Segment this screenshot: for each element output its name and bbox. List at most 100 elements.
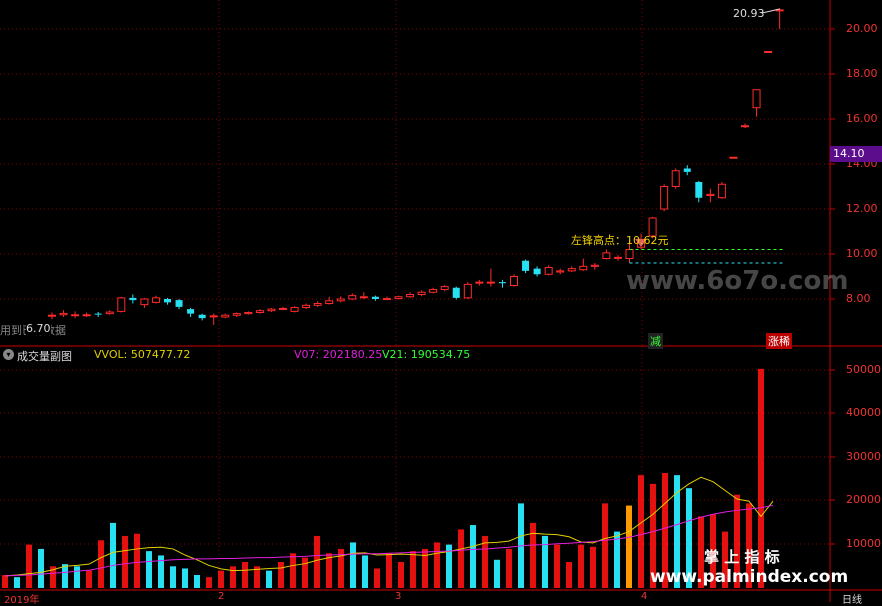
- current-price-tag: 14.10: [830, 146, 882, 162]
- peak-marker-icon: [635, 239, 648, 248]
- volume-bar: [362, 555, 368, 588]
- volume-bar: [626, 505, 632, 588]
- candle-body: [775, 9, 784, 12]
- volume-bar: [746, 503, 752, 588]
- candle-body: [498, 282, 506, 284]
- volume-bar: [374, 568, 380, 588]
- volume-bar: [554, 544, 560, 588]
- volume-bar: [146, 551, 152, 588]
- candle-body: [325, 300, 334, 304]
- candle-body: [406, 294, 415, 298]
- watermark-brand: 掌 上 指 标: [704, 548, 780, 566]
- volume-bar: [14, 577, 20, 588]
- volume-bar: [566, 561, 572, 588]
- candle-body: [660, 186, 669, 210]
- candle-body: [82, 314, 91, 317]
- candle-body: [683, 168, 691, 172]
- candle-body: [221, 314, 230, 318]
- volume-bar: [194, 574, 200, 588]
- volume-bar: [482, 535, 488, 588]
- chevron-down-icon[interactable]: ▾: [3, 349, 14, 360]
- volume-bar: [386, 553, 392, 588]
- candle-body: [336, 298, 345, 302]
- price-tick: 8.00: [846, 292, 871, 305]
- reduce-badge: 减: [648, 333, 663, 349]
- volume-bar: [314, 535, 320, 588]
- volume-bar: [734, 494, 740, 588]
- candle-body: [348, 295, 357, 300]
- candle-body: [290, 307, 299, 312]
- candles: [48, 8, 784, 325]
- candle-body: [475, 281, 484, 284]
- candle-body: [117, 297, 126, 312]
- candle-body: [209, 315, 218, 318]
- candle-body: [625, 249, 634, 259]
- candle-body: [522, 260, 530, 271]
- volume-bar: [50, 566, 56, 588]
- volume-bar: [170, 566, 176, 588]
- volume-bar: [242, 561, 248, 588]
- volume-tick: 30000: [846, 450, 881, 463]
- volume-bar: [458, 529, 464, 588]
- volume-bar: [758, 368, 764, 588]
- volume-bar: [338, 548, 344, 588]
- indicator-name[interactable]: 成交量副图: [17, 350, 72, 363]
- volume-bar: [542, 535, 548, 588]
- volume-tick: 50000: [846, 363, 881, 376]
- candle-body: [244, 312, 253, 315]
- candle-body: [313, 303, 322, 306]
- candle-body: [129, 297, 137, 301]
- candle-body: [302, 304, 311, 309]
- volume-bar: [506, 548, 512, 588]
- v07-line: [4, 476, 774, 577]
- grid: [0, 0, 830, 590]
- candle-body: [429, 289, 438, 293]
- candle-body: [556, 270, 565, 273]
- v21-line: [4, 504, 774, 577]
- volume-bar: [638, 475, 644, 588]
- volume-bar: [38, 548, 44, 588]
- v07-value: V07: 202180.25: [294, 348, 383, 361]
- vvol-value: VVOL: 507477.72: [94, 348, 191, 361]
- volume-bar: [446, 544, 452, 588]
- volume-tick: 10000: [846, 537, 881, 550]
- candle-body: [151, 297, 160, 303]
- candle-body: [105, 311, 114, 315]
- candle-body: [198, 314, 206, 319]
- date-label: 4: [641, 591, 648, 602]
- volume-bar: [218, 570, 224, 588]
- volume-bar: [326, 553, 332, 588]
- volume-bar: [206, 577, 212, 588]
- volume-tick: 20000: [846, 493, 881, 506]
- candle-body: [175, 300, 183, 307]
- candle-body: [382, 298, 391, 301]
- volume-bar: [686, 488, 692, 588]
- candle-body: [567, 268, 576, 272]
- price-tick: 10.00: [846, 247, 878, 260]
- candle-body: [94, 313, 102, 315]
- volume-bar: [434, 542, 440, 588]
- low-price-label: 6.70: [26, 322, 51, 335]
- high-pointer-line: [761, 8, 780, 14]
- volume-bar: [2, 574, 8, 588]
- candle-body: [695, 182, 703, 198]
- candle-body: [717, 183, 726, 199]
- volume-bar: [614, 531, 620, 588]
- candle-body: [613, 256, 622, 259]
- volume-bar: [62, 564, 68, 588]
- candle-body: [164, 299, 171, 303]
- volume-bar: [602, 503, 608, 588]
- candle-body: [706, 193, 715, 196]
- candle-body: [48, 314, 56, 317]
- volume-bar: [578, 544, 584, 588]
- candle-body: [602, 252, 611, 259]
- candle-body: [255, 310, 264, 314]
- period-label[interactable]: 日线: [842, 595, 862, 606]
- candle-body: [279, 307, 287, 310]
- volume-bar: [698, 516, 704, 588]
- limit-up-badge: 涨稀: [766, 333, 792, 349]
- high-price-label: 20.93: [733, 7, 765, 20]
- volume-bar: [122, 535, 128, 588]
- volume-bar: [230, 566, 236, 588]
- volume-bar: [350, 542, 356, 588]
